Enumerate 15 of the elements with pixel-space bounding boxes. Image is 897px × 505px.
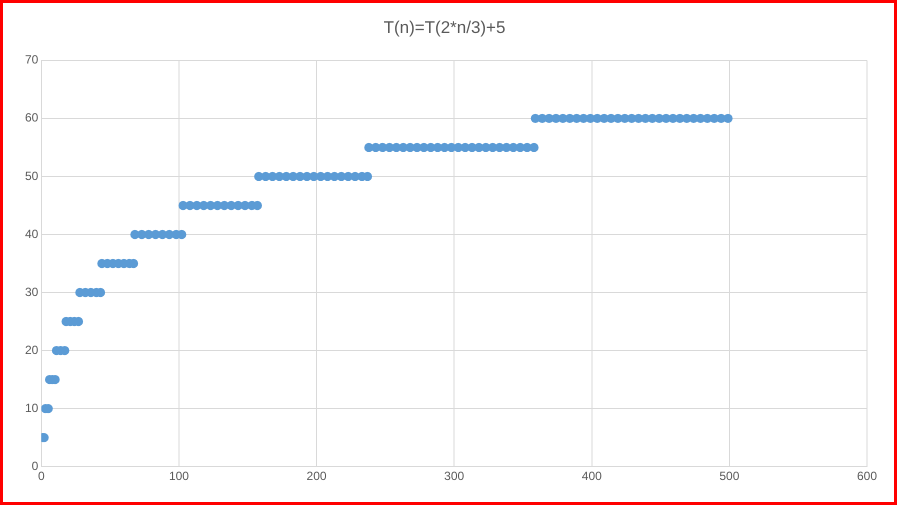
y-tick-label: 20	[24, 342, 39, 357]
y-tick-label: 40	[24, 226, 39, 241]
x-tick-label: 200	[306, 469, 327, 484]
x-tick-label: 400	[582, 469, 602, 484]
x-tick-label: 300	[444, 469, 465, 484]
y-tick-label: 10	[24, 400, 39, 415]
x-tick-label: 600	[856, 469, 878, 484]
x-tick-label: 100	[168, 469, 190, 484]
y-tick-label: 70	[24, 52, 39, 67]
y-tick-label: 0	[32, 458, 39, 473]
x-tick-label: 500	[719, 469, 740, 484]
chart-title: T(n)=T(2*n/3)+5	[384, 18, 506, 37]
y-tick-label: 50	[24, 168, 39, 183]
y-tick-label: 30	[24, 284, 39, 299]
y-tick-label: 60	[24, 110, 39, 125]
